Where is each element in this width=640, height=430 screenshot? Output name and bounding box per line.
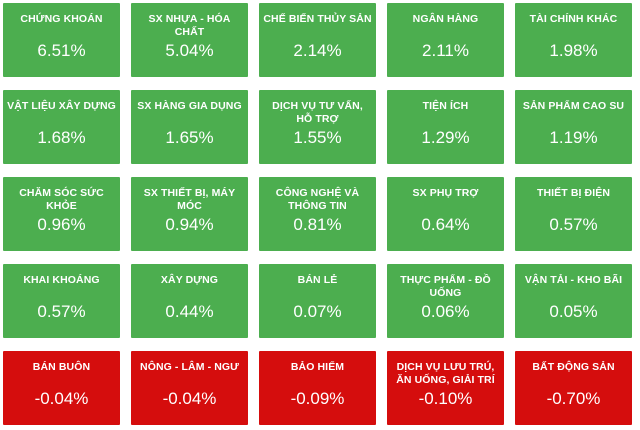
sector-name: NÔNG - LÂM - NGƯ [140,361,239,373]
sector-change: 0.06% [421,302,470,321]
sector-name: DỊCH VỤ LƯU TRÚ, ĂN UỐNG, GIẢI TRÍ [396,361,495,386]
sector-name: DỊCH VỤ TƯ VẤN, HỖ TRỢ [272,100,363,125]
sector-tile[interactable]: BẤT ĐỘNG SẢN -0.70% [515,351,632,425]
sector-name: THỰC PHẨM - ĐỒ UỐNG [400,274,491,299]
sector-name: TIỆN ÍCH [422,100,469,112]
sector-name: CHẾ BIẾN THỦY SẢN [263,13,372,25]
sector-change: 5.04% [165,41,214,60]
sector-tile[interactable]: SX PHỤ TRỢ 0.64% [387,177,504,251]
sector-change: 0.81% [293,215,342,234]
sector-change: 1.98% [549,41,598,60]
sector-change: 0.64% [421,215,470,234]
sector-tile[interactable]: DỊCH VỤ LƯU TRÚ, ĂN UỐNG, GIẢI TRÍ -0.10… [387,351,504,425]
sector-change: 2.11% [422,41,469,60]
sector-name: SX HÀNG GIA DỤNG [137,100,242,112]
sector-name: SX THIẾT BỊ, MÁY MÓC [143,187,236,212]
sector-change: 0.44% [165,302,214,321]
sector-name: SX NHỰA - HÓA CHẤT [148,13,231,38]
sector-name: THIẾT BỊ ĐIỆN [536,187,611,199]
sector-name: BÁN BUÔN [32,361,91,373]
sector-change: 6.51% [37,41,86,60]
sector-tile[interactable]: THIẾT BỊ ĐIỆN 0.57% [515,177,632,251]
sector-name: KHAI KHOÁNG [23,274,100,286]
sector-tile[interactable]: BẢO HIỂM -0.09% [259,351,376,425]
sector-change: -0.10% [418,389,473,408]
sector-name: BẢO HIỂM [290,361,345,373]
sector-name: SẢN PHẨM CAO SU [522,100,625,112]
sector-tile[interactable]: VẬT LIỆU XÂY DỰNG 1.68% [3,90,120,164]
sector-name: VẬN TẢI - KHO BÃI [524,274,623,286]
sector-tile[interactable]: NGÂN HÀNG 2.11% [387,3,504,77]
sector-name: NGÂN HÀNG [412,13,479,25]
sector-change: 1.19% [549,128,598,147]
sector-tile[interactable]: CÔNG NGHỆ VÀ THÔNG TIN 0.81% [259,177,376,251]
sector-change: 2.14% [293,41,342,60]
sector-tile[interactable]: KHAI KHOÁNG 0.57% [3,264,120,338]
sector-tile[interactable]: CHẾ BIẾN THỦY SẢN 2.14% [259,3,376,77]
sector-tile[interactable]: SẢN PHẨM CAO SU 1.19% [515,90,632,164]
sector-tile[interactable]: THỰC PHẨM - ĐỒ UỐNG 0.06% [387,264,504,338]
sector-name: VẬT LIỆU XÂY DỰNG [7,100,116,112]
sector-change: -0.09% [290,389,345,408]
sector-tile[interactable]: CHỨNG KHOÁN 6.51% [3,3,120,77]
sector-change: -0.04% [34,389,89,408]
sector-tile[interactable]: TIỆN ÍCH 1.29% [387,90,504,164]
sector-change: 0.57% [549,215,598,234]
sector-change: -0.70% [546,389,601,408]
sector-change: 0.57% [37,302,86,321]
sector-change: 0.05% [549,302,598,321]
sector-tile[interactable]: NÔNG - LÂM - NGƯ -0.04% [131,351,248,425]
sector-name: XÂY DỰNG [160,274,219,286]
sector-name: TÀI CHÍNH KHÁC [529,13,618,25]
sector-change: 1.65% [165,128,214,147]
sector-tile[interactable]: SX NHỰA - HÓA CHẤT 5.04% [131,3,248,77]
sector-change: 0.07% [293,302,342,321]
sector-name: CHỨNG KHOÁN [20,13,103,25]
sector-change: 1.68% [37,128,86,147]
sector-change: -0.04% [162,389,217,408]
sector-tile[interactable]: DỊCH VỤ TƯ VẤN, HỖ TRỢ 1.55% [259,90,376,164]
sector-change: 0.96% [37,215,86,234]
sector-change: 1.29% [421,128,470,147]
sector-tile[interactable]: SX THIẾT BỊ, MÁY MÓC 0.94% [131,177,248,251]
sector-tile[interactable]: BÁN BUÔN -0.04% [3,351,120,425]
sector-name: BẤT ĐỘNG SẢN [532,361,615,373]
sector-name: BÁN LẺ [297,274,338,286]
sector-name: SX PHỤ TRỢ [412,187,479,199]
sector-change: 1.55% [293,128,342,147]
sector-tile[interactable]: TÀI CHÍNH KHÁC 1.98% [515,3,632,77]
sector-tile[interactable]: XÂY DỰNG 0.44% [131,264,248,338]
sector-name: CHĂM SÓC SỨC KHỎE [19,187,104,212]
sector-name: CÔNG NGHỆ VÀ THÔNG TIN [275,187,360,212]
sector-tile[interactable]: CHĂM SÓC SỨC KHỎE 0.96% [3,177,120,251]
sector-tile[interactable]: BÁN LẺ 0.07% [259,264,376,338]
sector-change: 0.94% [165,215,214,234]
sector-tile[interactable]: SX HÀNG GIA DỤNG 1.65% [131,90,248,164]
sector-tile[interactable]: VẬN TẢI - KHO BÃI 0.05% [515,264,632,338]
